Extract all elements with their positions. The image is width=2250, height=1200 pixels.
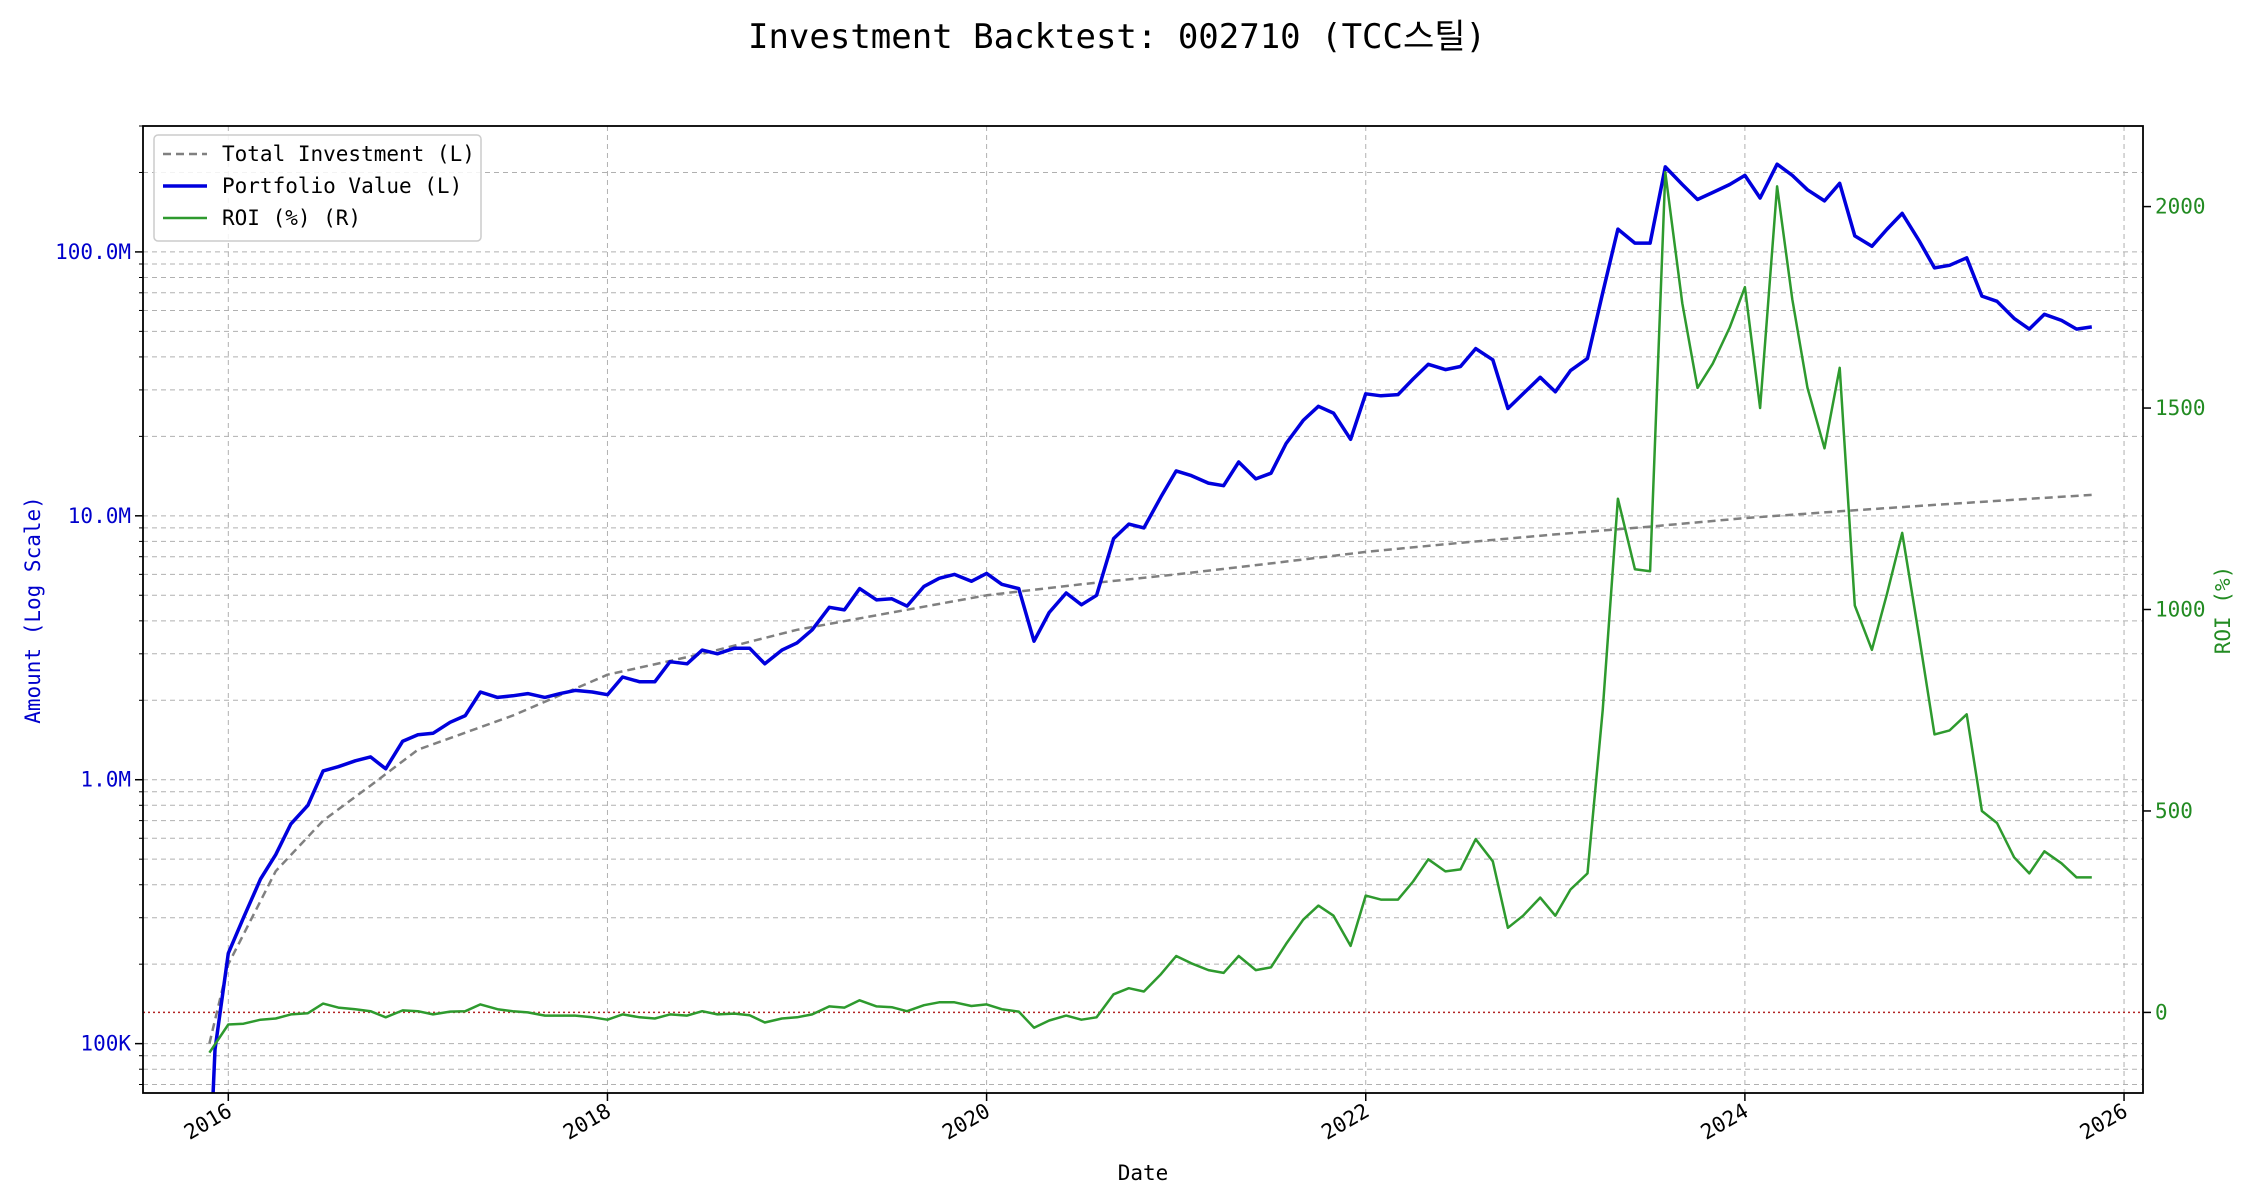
left-tick-label-3: 100.0M — [55, 240, 131, 264]
right-tick-label-0: 0 — [2155, 1000, 2168, 1024]
left-tick-label-2: 10.0M — [68, 504, 131, 528]
x-axis-ticks: 2016 2018 2020 2022 2024 2026 — [180, 1093, 2132, 1145]
chart-title: Investment Backtest: 002710 (TCC스틸) — [748, 17, 1486, 57]
x-tick-label-1: 2018 — [559, 1099, 615, 1145]
right-axis-ticks: 0 500 1000 1500 2000 — [2143, 195, 2206, 1024]
x-axis-label: Date — [1118, 1161, 1169, 1185]
plot-frame — [142, 125, 2144, 1094]
series — [208, 162, 2093, 1094]
legend-label-total-investment: Total Investment (L) — [222, 142, 475, 166]
left-tick-label-1: 1.0M — [80, 768, 131, 792]
right-tick-label-2: 1000 — [2155, 598, 2206, 622]
roi-line — [208, 171, 2092, 1054]
right-tick-label-3: 1500 — [2155, 396, 2206, 420]
legend-label-portfolio-value: Portfolio Value (L) — [222, 174, 462, 198]
total-investment-line — [208, 493, 2092, 1044]
right-tick-label-4: 2000 — [2155, 195, 2206, 219]
x-tick-label-4: 2024 — [1697, 1099, 1753, 1145]
x-tick-label-3: 2022 — [1317, 1099, 1373, 1145]
left-axis-ticks: 100K 1.0M 10.0M 100.0M — [55, 125, 143, 1086]
x-tick-label-2: 2020 — [938, 1099, 994, 1145]
x-tick-label-0: 2016 — [180, 1099, 236, 1145]
legend: Total Investment (L) Portfolio Value (L)… — [153, 134, 482, 242]
legend-label-roi: ROI (%) (R) — [222, 206, 361, 230]
x-tick-label-5: 2026 — [2076, 1099, 2132, 1145]
left-axis-label: Amount (Log Scale) — [21, 496, 45, 724]
right-axis-label: ROI (%) — [2211, 566, 2235, 655]
grid — [143, 125, 2143, 1093]
portfolio-value-line — [211, 162, 2093, 1094]
legend-box — [153, 134, 482, 242]
right-tick-label-1: 500 — [2155, 799, 2193, 823]
left-tick-label-0: 100K — [80, 1032, 131, 1056]
